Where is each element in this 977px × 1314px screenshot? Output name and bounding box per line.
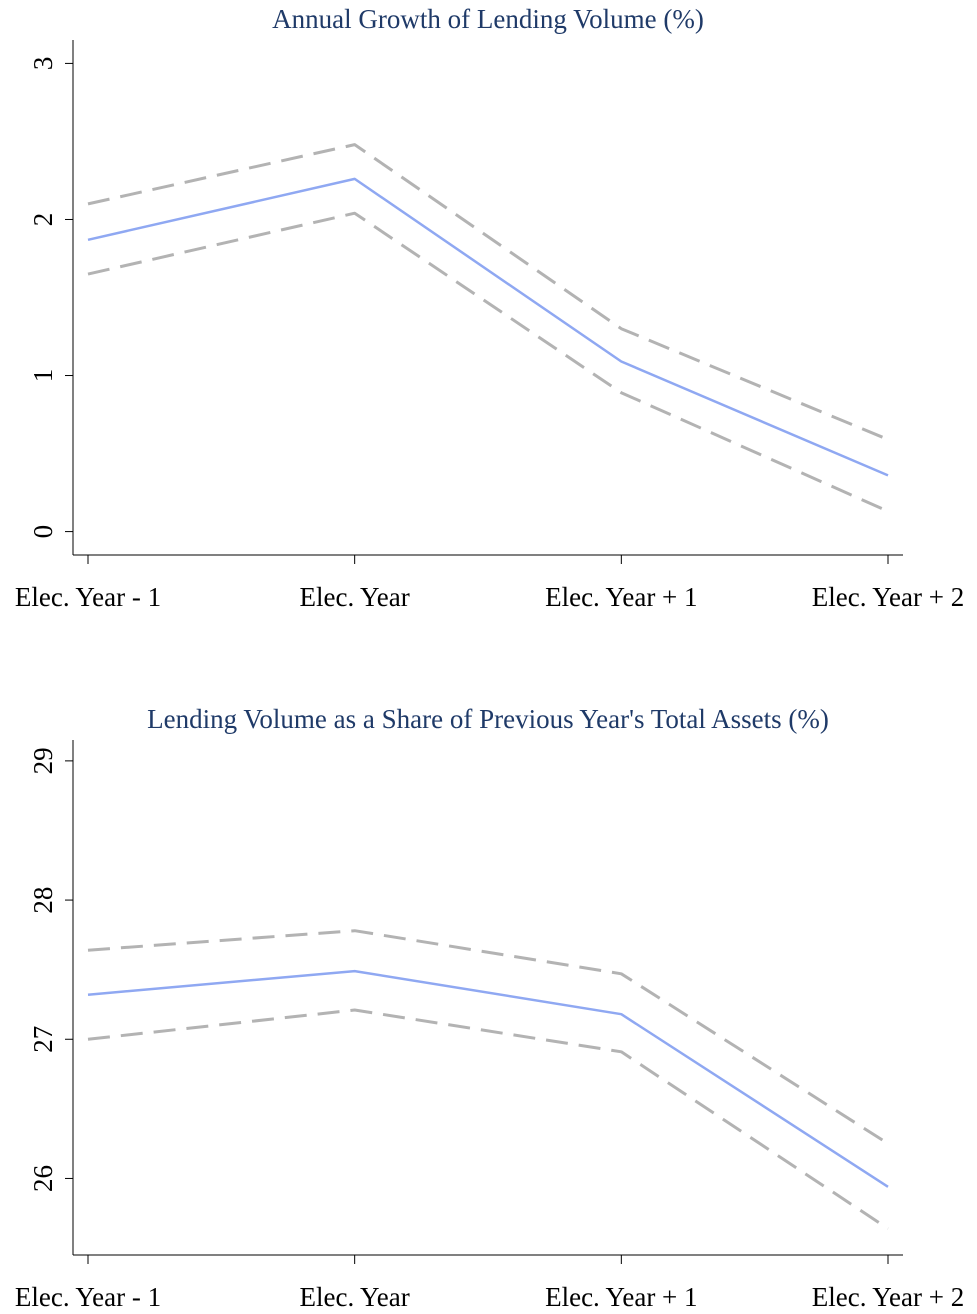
share-of-assets-chart: Lending Volume as a Share of Previous Ye… [15, 704, 964, 1312]
y-axis-ticks: 26 27 28 29 [28, 747, 73, 1192]
axes [72, 740, 903, 1256]
x-tick-label: Elec. Year [300, 1282, 410, 1312]
y-tick-label: 26 [28, 1165, 58, 1192]
series-group [87, 929, 889, 1230]
series-lower-bound-line [87, 1008, 889, 1230]
x-axis-ticks: Elec. Year - 1 Elec. Year Elec. Year + 1 El… [15, 555, 964, 612]
x-axis-ticks: Elec. Year - 1 Elec. Year Elec. Year + 1 El… [15, 1255, 964, 1312]
y-axis-ticks: 0 1 2 3 [28, 57, 73, 539]
chart-title: Annual Growth of Lending Volume (%) [272, 4, 704, 34]
series-upper-bound-line [87, 143, 889, 441]
x-tick-label: Elec. Year [300, 582, 410, 612]
chart-title: Lending Volume as a Share of Previous Ye… [147, 704, 829, 734]
y-tick-label: 1 [28, 369, 58, 383]
y-tick-label: 27 [28, 1026, 58, 1053]
growth-chart: Annual Growth of Lending Volume (%) 0 1 2 3… [15, 4, 964, 612]
y-tick-label: 3 [28, 57, 58, 70]
series-estimate-line [87, 969, 889, 1188]
series-upper-bound-line [87, 929, 889, 1145]
y-tick-label: 0 [28, 525, 58, 539]
axes [72, 40, 903, 556]
x-tick-label: Elec. Year + 1 [545, 1282, 697, 1312]
x-tick-label: Elec. Year + 2 [812, 1282, 964, 1312]
y-tick-label: 2 [28, 213, 58, 227]
x-tick-label: Elec. Year - 1 [15, 1282, 161, 1312]
series-lower-bound-line [87, 211, 889, 513]
series-group [87, 143, 889, 513]
y-tick-label: 28 [28, 887, 58, 914]
x-tick-label: Elec. Year - 1 [15, 582, 161, 612]
series-estimate-line [87, 177, 889, 477]
x-tick-label: Elec. Year + 2 [812, 582, 964, 612]
y-tick-label: 29 [28, 747, 58, 774]
x-tick-label: Elec. Year + 1 [545, 582, 697, 612]
